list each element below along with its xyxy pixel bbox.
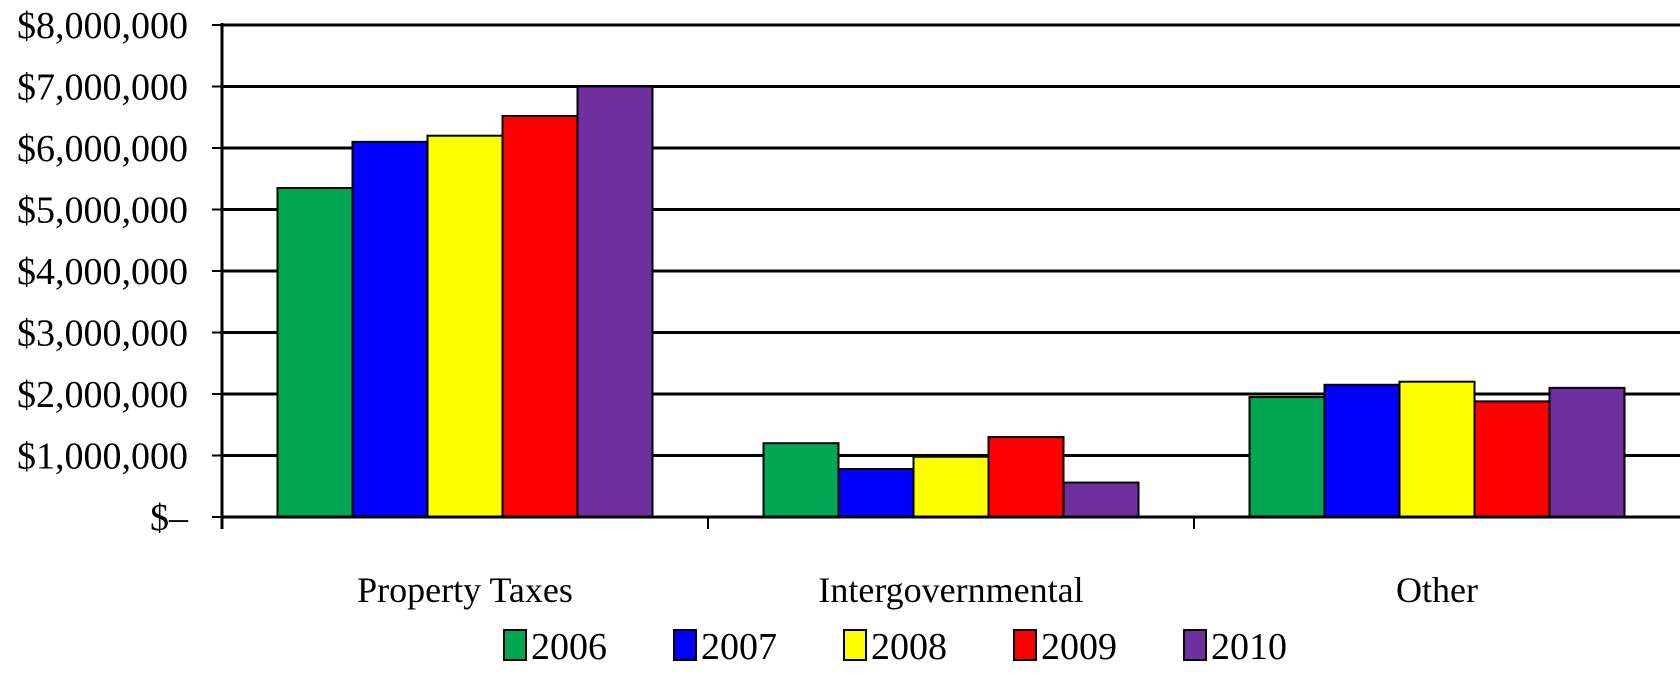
bar (351, 140, 429, 518)
x-category-label: Other (1396, 570, 1478, 610)
legend-label: 2008 (871, 626, 947, 668)
bar (1062, 481, 1140, 518)
legend-label: 2009 (1041, 626, 1117, 668)
bar (987, 436, 1065, 518)
bar (1323, 383, 1401, 518)
y-tick-label: $1,000,000 (17, 436, 188, 478)
bar (1248, 396, 1326, 519)
x-category-label: Intergovernmental (818, 570, 1083, 610)
bar (912, 455, 990, 519)
y-tick-label: $8,000,000 (17, 5, 188, 47)
bar (762, 442, 840, 519)
legend: 2006 2007 2008 2009 2010 (503, 626, 1287, 668)
legend-swatch (673, 629, 697, 661)
y-tick-label: $2,000,000 (17, 374, 188, 416)
bars (276, 85, 1626, 519)
bar (501, 115, 579, 519)
bar (837, 468, 915, 518)
y-tick-labels: $– $1,000,000 $2,000,000 $3,000,000 $4,000,0… (17, 5, 189, 539)
legend-label: 2010 (1211, 626, 1287, 668)
bar (576, 85, 654, 518)
legend-swatch (503, 629, 527, 661)
legend-label: 2006 (531, 626, 607, 668)
legend-swatch (1013, 629, 1037, 661)
y-tick-label: $3,000,000 (17, 313, 188, 355)
legend-swatch (843, 629, 867, 661)
legend-swatch (1183, 629, 1207, 661)
category-labels: Property Taxes Intergovernmental Other (357, 570, 1478, 610)
y-tick-label: $5,000,000 (17, 190, 188, 232)
bar (276, 186, 354, 518)
y-tick-label: $7,000,000 (17, 67, 188, 109)
x-category-label: Property Taxes (357, 570, 573, 610)
y-tick-label: $4,000,000 (17, 251, 188, 293)
bar (1548, 386, 1626, 518)
y-tick-label: $– (150, 497, 189, 539)
y-tick-label: $6,000,000 (17, 128, 188, 170)
axes (212, 23, 1680, 529)
bar (426, 134, 504, 518)
bar (1398, 380, 1476, 519)
bar (1473, 400, 1551, 519)
legend-label: 2007 (701, 626, 777, 668)
